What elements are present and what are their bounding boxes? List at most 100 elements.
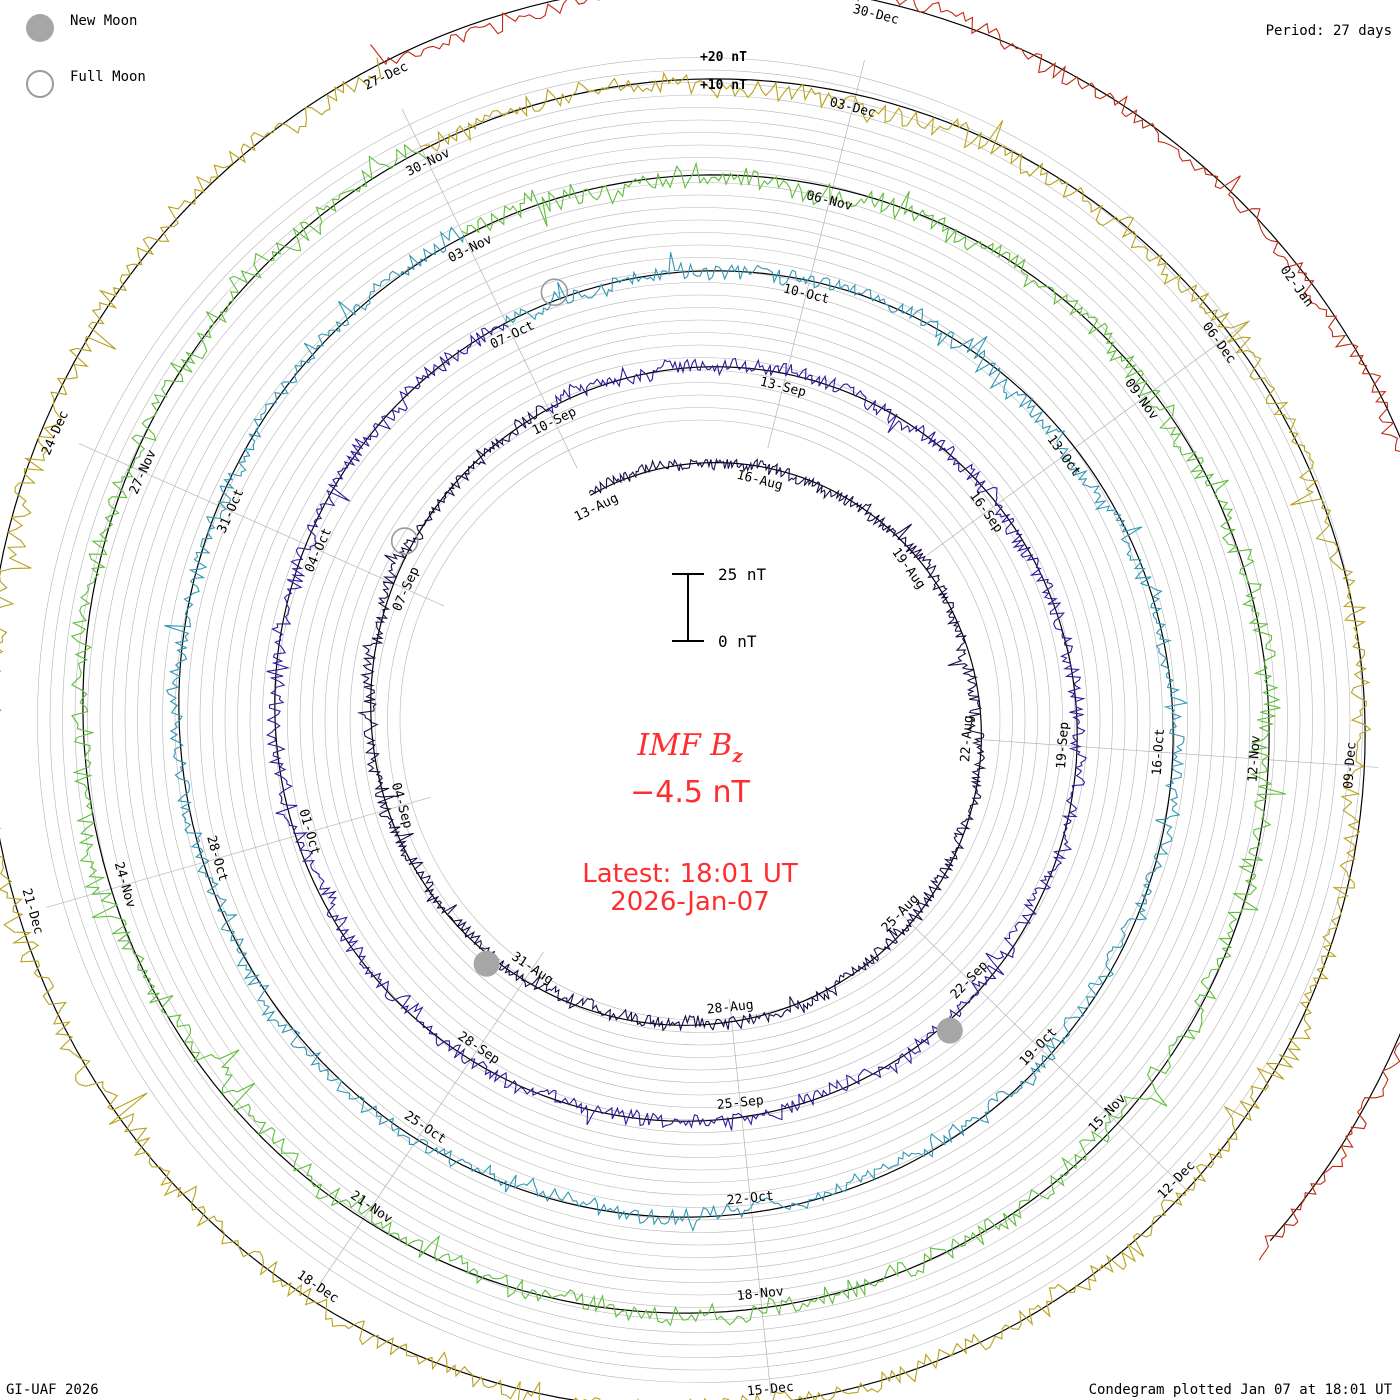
date-label: 25-Aug: [879, 891, 922, 935]
grid-ring: [249, 269, 1151, 1171]
grid-ring: [349, 369, 1051, 1071]
grid-ring: [237, 257, 1163, 1183]
amplitude-label-10: +10 nT: [700, 78, 747, 93]
date-label: 15-Dec: [746, 1380, 794, 1400]
grid-spoke: [979, 739, 1379, 768]
series-turn-0: [357, 405, 987, 1032]
grid-spoke: [46, 796, 431, 908]
grid-ring: [387, 407, 1013, 1033]
grid-ring: [137, 157, 1263, 1283]
grid-spoke: [767, 60, 865, 449]
latest-date: 2026-Jan-07: [610, 887, 770, 917]
grid-spoke: [728, 998, 772, 1397]
date-label: 22-Sep: [948, 958, 992, 1002]
date-label: 01-Oct: [295, 807, 322, 856]
date-label: 25-Sep: [716, 1093, 764, 1113]
full-moon-icon: [26, 70, 54, 98]
amplitude-label-20: +20 nT: [700, 50, 747, 65]
grid-ring: [187, 207, 1213, 1233]
grid-ring: [162, 182, 1238, 1258]
date-label: 24-Nov: [111, 860, 138, 909]
new-moon-marker: [936, 1017, 963, 1044]
scale-bottom-label: 0 nT: [718, 632, 757, 651]
plotted-label: Condegram plotted Jan 07 at 18:01 UT: [1088, 1382, 1392, 1398]
date-label: 30-Dec: [851, 2, 900, 28]
date-label: 27-Nov: [127, 448, 160, 497]
grid-spoke: [901, 914, 1190, 1193]
date-label: 02-Jan: [1277, 263, 1317, 310]
grid-ring: [99, 119, 1301, 1321]
grid-ring: [62, 82, 1338, 1358]
grid-ring: [362, 382, 1038, 1058]
series-turn-4: [0, 57, 1372, 1400]
moon-markers: [390, 278, 963, 1044]
date-label: 07-Oct: [488, 318, 537, 352]
date-label: 28-Aug: [706, 998, 754, 1018]
date-label: 12-Dec: [1155, 1158, 1198, 1202]
grid-ring: [37, 57, 1363, 1383]
full-moon-marker: [390, 527, 419, 555]
date-label: 03-Dec: [828, 95, 877, 121]
date-label: 03-Nov: [446, 232, 495, 266]
grid-spoke: [319, 951, 544, 1284]
date-label: 31-Aug: [509, 949, 556, 988]
grid-ring: [274, 294, 1126, 1146]
grid-spoke: [926, 320, 1251, 556]
legend-new-moon: New Moon: [26, 12, 137, 44]
chart-title: IMF Bz: [560, 728, 820, 767]
grid-spokes: [46, 60, 1379, 1397]
grid-ring: [124, 144, 1276, 1296]
grid-ring: [112, 132, 1288, 1308]
date-label: 13-Aug: [572, 491, 621, 525]
grid-spoke: [78, 443, 445, 607]
title-subscript: z: [732, 746, 743, 767]
date-label: 09-Dec: [1341, 742, 1359, 790]
grid-ring: [262, 282, 1138, 1158]
grid-ring: [87, 107, 1313, 1333]
date-label: 13-Sep: [758, 375, 807, 401]
grid-ring: [49, 69, 1351, 1371]
series-turn-1: [266, 323, 1088, 1131]
date-label: 16-Oct: [1150, 728, 1168, 776]
date-label: 12-Nov: [1245, 735, 1263, 783]
grid-ring: [399, 419, 1001, 1021]
date-label: 24-Dec: [39, 409, 72, 458]
grid-ring: [224, 244, 1176, 1196]
scale-bar: 25 nT 0 nT: [672, 565, 767, 651]
date-label: 22-Aug: [958, 715, 976, 763]
date-label: 16-Aug: [735, 468, 784, 494]
date-label: 18-Nov: [736, 1284, 784, 1304]
grid-ring: [299, 319, 1101, 1121]
legend-full-label: Full Moon: [70, 69, 146, 85]
legend-full-moon: Full Moon: [26, 68, 146, 100]
date-label: 07-Sep: [390, 565, 423, 614]
title-quantity: IMF B: [637, 728, 733, 763]
date-label: 31-Oct: [215, 487, 248, 536]
date-label: 10-Oct: [781, 281, 830, 307]
grid-ring: [199, 219, 1201, 1221]
grid-ring: [287, 307, 1113, 1133]
grid-ring: [312, 332, 1088, 1108]
grid-ring: [149, 169, 1251, 1271]
series-turn-5: [370, 0, 1400, 1261]
full-moon-marker: [540, 278, 569, 307]
date-label: 19-Aug: [888, 545, 928, 592]
latest-time: Latest: 18:01 UT: [582, 859, 798, 889]
date-label: 22-Oct: [726, 1189, 774, 1209]
grid-ring: [374, 394, 1026, 1046]
scale-top-label: 25 nT: [718, 565, 767, 584]
grid-rings: [37, 57, 1363, 1383]
series-turn-3: [70, 143, 1287, 1327]
grid-ring: [174, 194, 1226, 1246]
date-label: 15-Nov: [1086, 1091, 1130, 1135]
grid-ring: [212, 232, 1188, 1208]
date-label: 16-Sep: [966, 489, 1006, 536]
amplitude-labels: +20 nT +10 nT: [700, 50, 747, 93]
new-moon-marker: [473, 950, 500, 977]
series-turn-2: [164, 226, 1189, 1232]
date-label: 28-Oct: [203, 834, 230, 883]
period-label: Period: 27 days: [1265, 23, 1392, 39]
new-moon-icon: [26, 14, 54, 42]
